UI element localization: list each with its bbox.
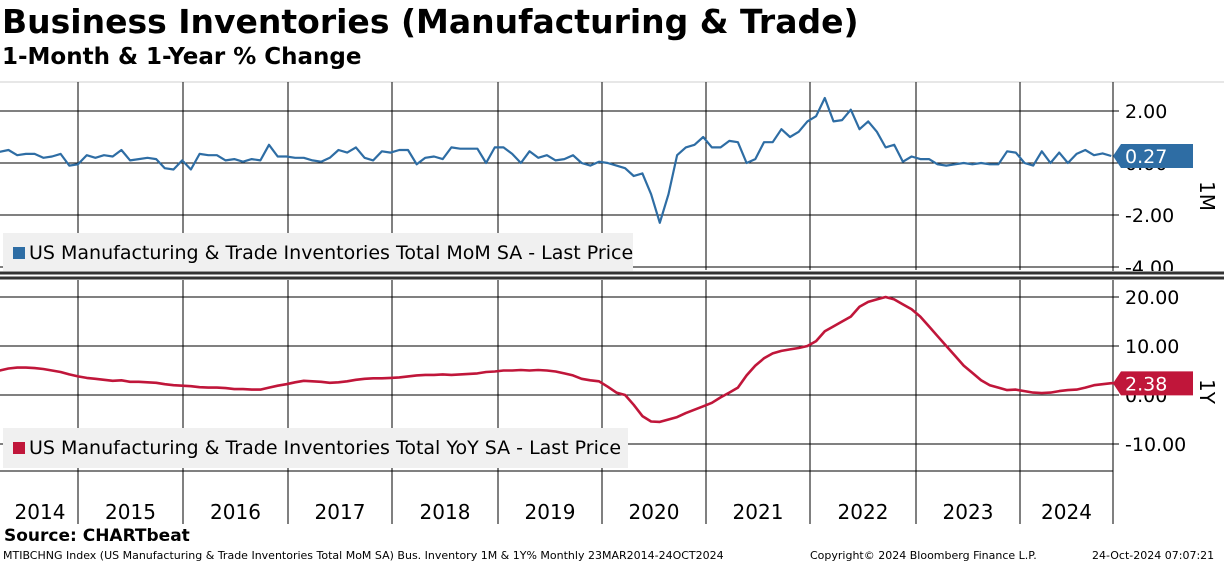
y-tick-label: 2.00 — [1125, 101, 1167, 123]
x-tick-label: 2017 — [315, 500, 366, 524]
yoy-legend: US Manufacturing & Trade Inventories Tot… — [3, 428, 628, 468]
legend-background — [3, 233, 633, 273]
footer-description: MTIBCHNG Index (US Manufacturing & Trade… — [3, 549, 724, 562]
x-tick-label: 2024 — [1041, 500, 1092, 524]
mom-series-line — [0, 96, 1112, 224]
y-tick-label: 10.00 — [1125, 336, 1179, 358]
chart-title: Business Inventories (Manufacturing & Tr… — [2, 2, 859, 41]
x-tick-label: 2020 — [629, 500, 680, 524]
y-tick-label: 20.00 — [1125, 287, 1179, 309]
last-value-marker — [1113, 371, 1193, 396]
last-value-label: 2.38 — [1125, 373, 1167, 395]
footer-timestamp: 24-Oct-2024 07:07:21 — [1092, 549, 1215, 562]
footer-copyright: Copyright© 2024 Bloomberg Finance L.P. — [810, 549, 1037, 562]
mom-legend: US Manufacturing & Trade Inventories Tot… — [3, 233, 633, 273]
x-tick-label: 2016 — [210, 500, 261, 524]
x-tick-label: 2023 — [943, 500, 994, 524]
x-tick-label: 2022 — [838, 500, 889, 524]
x-tick-label: 2014 — [15, 500, 66, 524]
x-tick-label: 2021 — [733, 500, 784, 524]
legend-label: US Manufacturing & Trade Inventories Tot… — [29, 437, 621, 459]
y-tick-label: -2.00 — [1125, 205, 1174, 227]
legend-background — [3, 428, 628, 468]
legend-swatch — [13, 247, 25, 259]
axis-label: 1Y — [1195, 379, 1219, 405]
yoy-last-value-flag: 2.38 — [1113, 371, 1193, 396]
axis-label: 1M — [1195, 181, 1219, 211]
source-note: Source: CHARTbeat — [4, 526, 190, 546]
chart-subtitle: 1-Month & 1-Year % Change — [2, 44, 362, 70]
x-tick-label: 2018 — [420, 500, 471, 524]
yoy-series-line — [0, 295, 1129, 424]
x-tick-label: 2015 — [105, 500, 156, 524]
y-tick-label: -10.00 — [1125, 434, 1186, 456]
legend-swatch — [13, 442, 25, 454]
x-tick-label: 2019 — [525, 500, 576, 524]
mom-last-value-flag: 0.27 — [1113, 143, 1193, 168]
legend-label: US Manufacturing & Trade Inventories Tot… — [29, 242, 633, 264]
last-value-label: 0.27 — [1125, 146, 1167, 168]
last-value-marker — [1113, 143, 1193, 168]
panel-separator-bg — [0, 271, 1224, 280]
